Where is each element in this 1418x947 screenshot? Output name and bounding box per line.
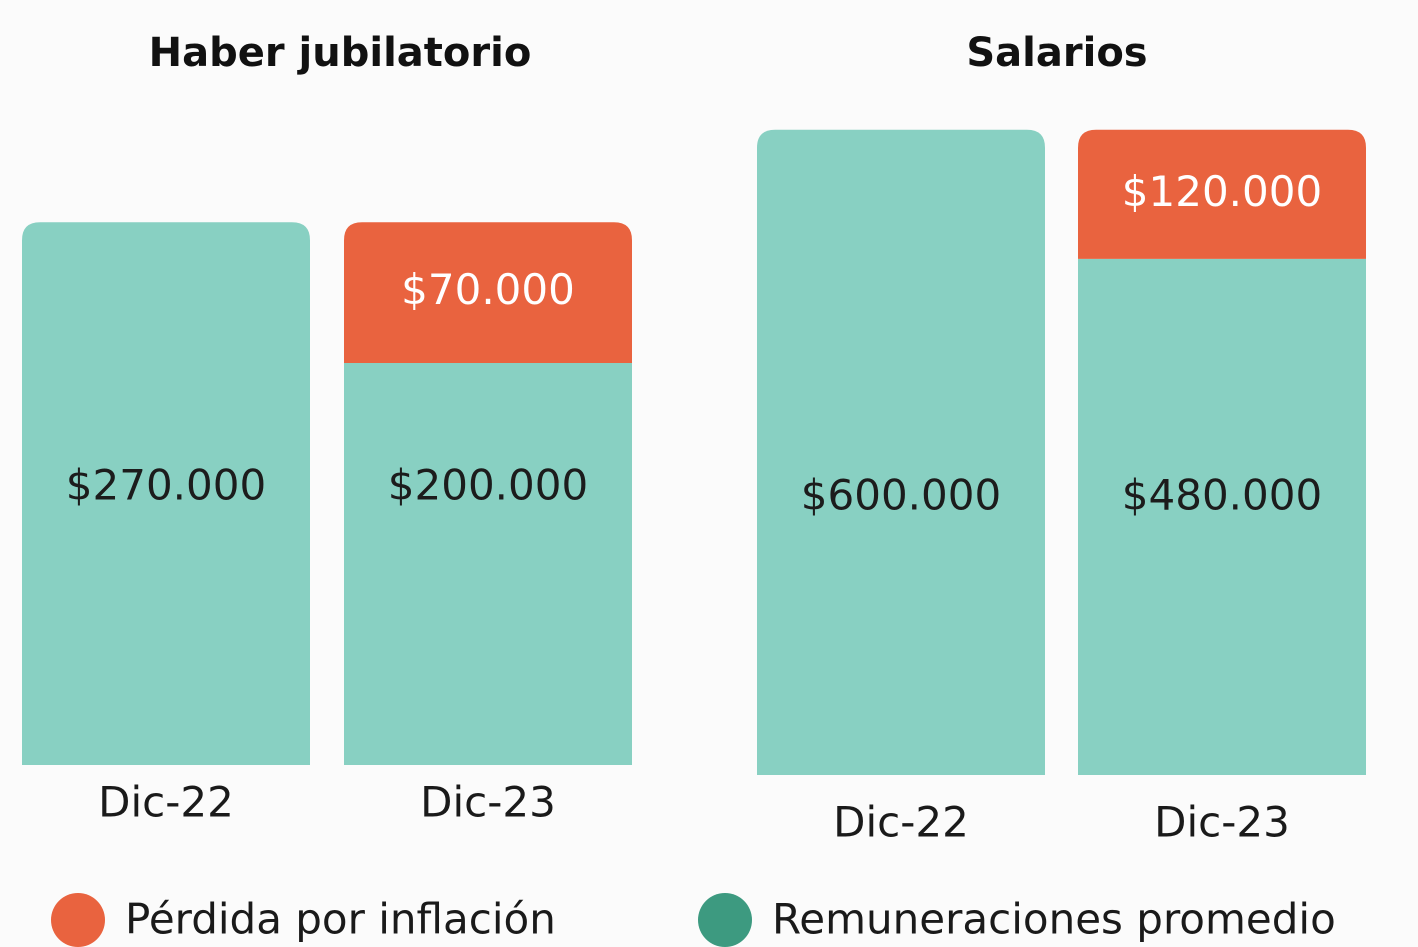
legend-marker	[51, 893, 105, 947]
x-tick-label: Dic-23	[420, 778, 556, 827]
x-tick-label: Dic-22	[98, 778, 234, 827]
value-label: $480.000	[1122, 471, 1322, 520]
bar-segment	[344, 363, 632, 765]
value-label: $600.000	[801, 471, 1001, 520]
value-label: $200.000	[388, 461, 588, 510]
value-label: $120.000	[1122, 167, 1322, 216]
bar-segment	[22, 222, 310, 766]
chart-title: Salarios	[966, 30, 1147, 76]
value-label: $70.000	[401, 265, 575, 314]
x-tick-label: Dic-23	[1154, 798, 1290, 847]
bar-segment	[757, 129, 1045, 775]
legend-marker	[698, 893, 752, 947]
bar-segment	[1078, 258, 1366, 775]
bar-segment	[1078, 129, 1366, 259]
x-tick-label: Dic-22	[833, 798, 969, 847]
legend-label: Remuneraciones promedio	[772, 895, 1336, 944]
bar-segment	[344, 222, 632, 363]
chart-title: Haber jubilatorio	[149, 30, 532, 76]
legend-label: Pérdida por inflación	[125, 895, 556, 944]
value-label: $270.000	[66, 461, 266, 510]
